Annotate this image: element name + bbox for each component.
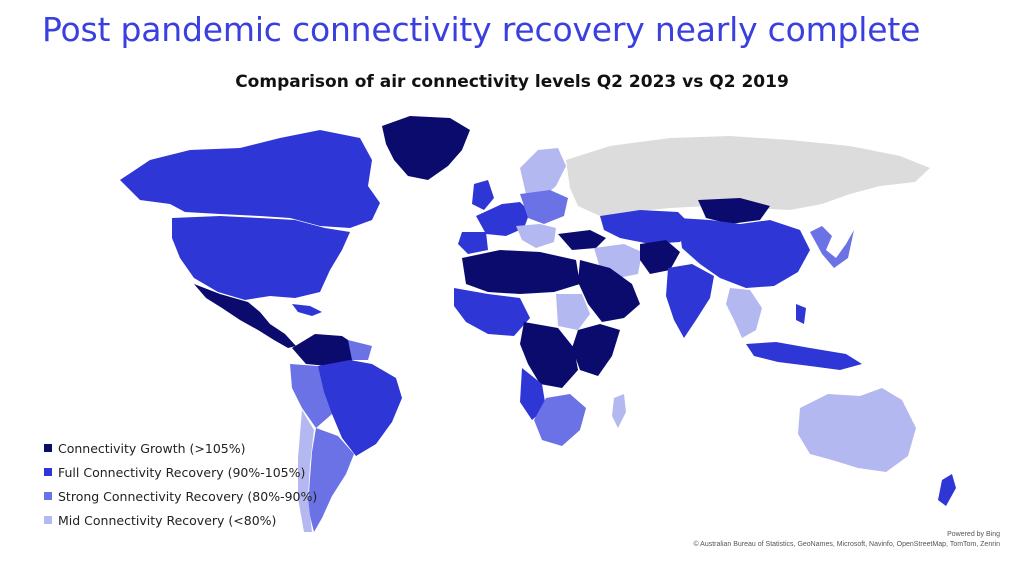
powered-by-credit: Powered by Bing bbox=[947, 531, 1000, 538]
region-southeast-asia bbox=[726, 288, 762, 338]
legend-label: Mid Connectivity Recovery (<80%) bbox=[58, 512, 277, 528]
region-korea-japan bbox=[810, 226, 854, 268]
region-uk-ireland bbox=[472, 180, 494, 210]
region-north-africa bbox=[462, 250, 580, 294]
region-brazil bbox=[318, 360, 402, 456]
region-mexico-central-america bbox=[194, 284, 296, 348]
region-central-europe bbox=[520, 190, 568, 224]
legend-swatch-strong bbox=[44, 492, 52, 500]
region-angola bbox=[520, 368, 546, 420]
map-legend: Connectivity Growth (>105%) Full Connect… bbox=[44, 436, 317, 532]
legend-swatch-growth bbox=[44, 444, 52, 452]
region-central-asia bbox=[600, 210, 694, 244]
region-mongolia bbox=[698, 198, 770, 224]
region-east-africa bbox=[572, 324, 620, 376]
region-sudan bbox=[556, 294, 590, 330]
region-greenland bbox=[382, 116, 470, 180]
map-attribution: © Australian Bureau of Statistics, GeoNa… bbox=[693, 541, 1000, 548]
region-western-europe bbox=[476, 202, 530, 236]
legend-label: Connectivity Growth (>105%) bbox=[58, 440, 246, 456]
region-colombia-venezuela bbox=[292, 334, 360, 366]
map-subtitle: Comparison of air connectivity levels Q2… bbox=[235, 72, 789, 92]
legend-swatch-mid bbox=[44, 516, 52, 524]
region-usa bbox=[172, 216, 350, 300]
region-guianas bbox=[348, 340, 372, 360]
region-west-africa bbox=[454, 288, 530, 336]
legend-swatch-full bbox=[44, 468, 52, 476]
region-argentina bbox=[308, 428, 354, 532]
region-russia bbox=[566, 136, 930, 216]
region-canada-alaska bbox=[120, 130, 380, 228]
region-australia bbox=[798, 388, 916, 472]
region-india bbox=[666, 264, 714, 338]
region-balkans-italy bbox=[516, 224, 556, 248]
region-new-zealand bbox=[938, 474, 956, 506]
region-arabia bbox=[578, 260, 640, 322]
region-peru-bolivia bbox=[290, 364, 332, 428]
region-indonesia bbox=[746, 342, 862, 370]
legend-item: Connectivity Growth (>105%) bbox=[44, 436, 317, 460]
legend-label: Full Connectivity Recovery (90%-105%) bbox=[58, 464, 306, 480]
legend-item: Mid Connectivity Recovery (<80%) bbox=[44, 508, 317, 532]
region-central-africa bbox=[520, 322, 578, 388]
region-philippines bbox=[796, 304, 806, 324]
world-map bbox=[120, 116, 956, 532]
region-chile bbox=[298, 410, 314, 532]
region-madagascar bbox=[612, 394, 626, 428]
region-scandinavia bbox=[520, 148, 566, 200]
region-caribbean bbox=[292, 304, 322, 316]
legend-item: Full Connectivity Recovery (90%-105%) bbox=[44, 460, 317, 484]
legend-item: Strong Connectivity Recovery (80%-90%) bbox=[44, 484, 317, 508]
region-pakistan-afghanistan bbox=[640, 240, 680, 274]
region-iberia bbox=[458, 232, 488, 254]
region-turkey bbox=[558, 230, 606, 250]
page-headline: Post pandemic connectivity recovery near… bbox=[42, 10, 921, 49]
legend-label: Strong Connectivity Recovery (80%-90%) bbox=[58, 488, 318, 504]
region-southern-africa bbox=[534, 394, 586, 446]
region-china bbox=[678, 218, 810, 288]
